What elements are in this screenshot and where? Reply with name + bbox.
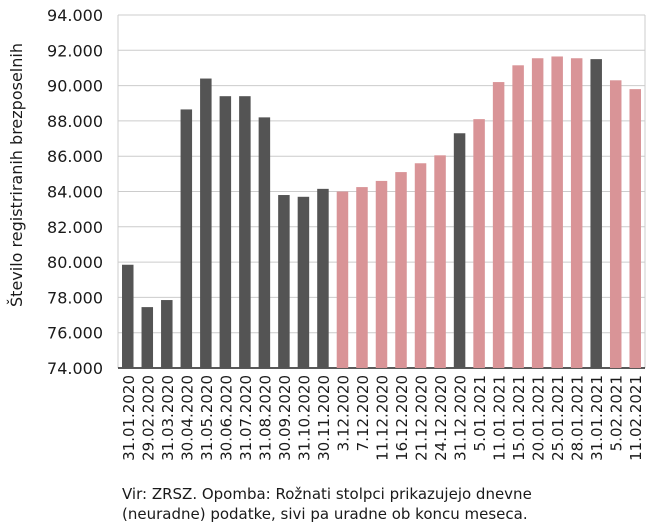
bar — [414, 163, 427, 368]
bar — [180, 109, 193, 369]
y-axis-label: Število registriranih brezposelnih — [7, 43, 26, 307]
y-tick-label: 76.000 — [47, 324, 103, 343]
bars — [122, 56, 641, 369]
bar — [200, 78, 212, 368]
bar — [258, 117, 271, 369]
bar — [590, 59, 602, 368]
x-tick-labels: 31.01.2020 29.02.2020 31.03.2020 30.04.2020… — [120, 375, 645, 461]
y-tick-label: 92.000 — [47, 41, 103, 60]
bar — [356, 187, 368, 368]
x-tick-label: 24.12.2020 — [432, 375, 450, 461]
x-tick-label: 11.02.2021 — [627, 375, 645, 461]
source-note: Vir: ZRSZ. Opomba: Rožnati stolpci prika… — [122, 485, 532, 523]
y-tick-label: 86.000 — [47, 147, 103, 166]
y-tick-label: 84.000 — [47, 183, 103, 202]
y-tick-label: 90.000 — [47, 77, 103, 96]
bar — [317, 188, 329, 368]
x-tick-label: 7.12.2020 — [354, 375, 372, 451]
x-tick-label: 30.11.2020 — [315, 375, 333, 461]
y-tick-label: 82.000 — [47, 218, 103, 237]
x-tick-label: 30.06.2020 — [217, 375, 235, 461]
bar-chart: 74.000 76.000 78.000 80.000 82.000 84.000 86.0… — [7, 6, 646, 461]
x-tick-label: 30.09.2020 — [276, 375, 294, 461]
y-tick-label: 94.000 — [47, 6, 103, 25]
y-tick-label: 74.000 — [47, 359, 103, 378]
x-tick-label: 31.12.2020 — [452, 375, 470, 461]
bar — [434, 155, 446, 368]
x-tick-label: 30.04.2020 — [178, 375, 196, 461]
x-tick-label: 5.02.2021 — [608, 375, 626, 451]
bar — [297, 196, 310, 368]
x-tick-label: 31.07.2020 — [237, 375, 255, 461]
y-tick-label: 80.000 — [47, 253, 103, 272]
bar — [395, 172, 407, 368]
x-tick-label: 31.05.2020 — [198, 375, 216, 461]
x-tick-label: 5.01.2021 — [471, 375, 489, 451]
bar — [473, 119, 485, 368]
bar — [122, 264, 134, 368]
x-tick-label: 31.08.2020 — [256, 375, 274, 461]
bar — [453, 133, 466, 368]
x-tick-label: 11.01.2021 — [491, 375, 509, 461]
bar — [629, 89, 641, 368]
x-tick-label: 3.12.2020 — [334, 375, 352, 451]
x-tick-label: 31.01.2021 — [588, 375, 606, 461]
bar — [161, 300, 173, 368]
bar — [336, 191, 349, 368]
bar — [551, 56, 563, 368]
bar — [219, 96, 232, 368]
bar — [375, 180, 388, 368]
bar — [492, 82, 505, 368]
bar — [239, 96, 251, 368]
x-tick-label: 15.01.2021 — [510, 375, 528, 461]
bar — [570, 58, 583, 369]
x-tick-label: 20.01.2021 — [530, 375, 548, 461]
x-tick-label: 31.03.2020 — [159, 375, 177, 461]
x-tick-label: 21.12.2020 — [413, 375, 431, 461]
x-tick-label: 16.12.2020 — [393, 375, 411, 461]
x-tick-label: 31.10.2020 — [295, 375, 313, 461]
bar — [278, 195, 290, 368]
x-tick-label: 29.02.2020 — [139, 375, 157, 461]
y-tick-labels: 74.000 76.000 78.000 80.000 82.000 84.000 86.0… — [47, 6, 103, 378]
x-tick-label: 31.01.2020 — [120, 375, 138, 461]
bar — [609, 80, 622, 369]
x-tick-label: 28.01.2021 — [569, 375, 587, 461]
y-tick-label: 78.000 — [47, 288, 103, 307]
x-tick-label: 25.01.2021 — [549, 375, 567, 461]
bar — [531, 58, 544, 369]
bar — [512, 65, 524, 369]
x-tick-label: 11.12.2020 — [374, 375, 392, 461]
bar — [141, 307, 154, 368]
y-tick-label: 88.000 — [47, 112, 103, 131]
